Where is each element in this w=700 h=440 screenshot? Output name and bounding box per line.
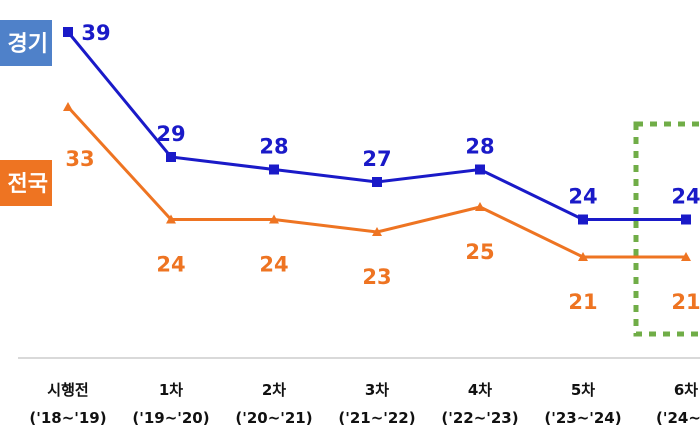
value-label-s1-2: 28 (259, 135, 288, 159)
category-period-1: ('19~'20) (132, 409, 209, 427)
data-point-s2-3 (372, 227, 382, 236)
series-tag-2 (0, 160, 52, 206)
data-point-s2-0 (63, 102, 73, 111)
data-point-s1-6 (681, 214, 691, 225)
value-label-s2-1: 24 (156, 253, 185, 277)
data-point-s1-3 (372, 177, 382, 187)
value-label-s2-6: 21 (671, 290, 700, 314)
data-point-s1-1 (166, 152, 176, 162)
value-label-s1-6: 24 (671, 185, 700, 209)
value-label-s2-0: 33 (65, 147, 94, 171)
data-point-s1-2 (269, 164, 279, 175)
category-period-3: ('21~'22) (338, 409, 415, 427)
data-point-s1-0 (63, 27, 73, 37)
category-label-6: 6차 (674, 381, 698, 399)
series-tag-label-2: 전국 (8, 172, 48, 197)
category-period-6: ('24~'2 (656, 409, 700, 427)
value-label-s2-4: 25 (465, 240, 494, 264)
value-label-s2-5: 21 (568, 290, 597, 314)
category-label-1: 1차 (159, 381, 183, 399)
data-point-s2-4 (475, 202, 485, 211)
category-label-2: 2차 (262, 381, 286, 399)
data-point-s2-1 (166, 214, 176, 224)
category-label-5: 5차 (571, 381, 595, 399)
category-period-4: ('22~'23) (441, 409, 518, 427)
data-point-s2-5 (578, 252, 588, 261)
data-point-s1-4 (475, 164, 485, 175)
value-label-s1-3: 27 (362, 147, 391, 171)
value-label-s1-5: 24 (568, 185, 597, 209)
value-label-s2-2: 24 (259, 253, 288, 277)
data-point-s1-5 (578, 214, 588, 225)
data-point-s2-2 (269, 214, 279, 224)
value-label-s1-1: 29 (156, 122, 185, 146)
category-label-3: 3차 (365, 381, 389, 399)
value-label-s1-0: 39 (81, 21, 110, 45)
category-period-2: ('20~'21) (235, 409, 312, 427)
category-label-0: 시행전 (47, 381, 88, 399)
series-tag-label-1: 경기 (8, 32, 48, 57)
value-label-s1-4: 28 (465, 135, 494, 159)
series-tag-1 (0, 20, 52, 66)
category-period-5: ('23~'24) (544, 409, 621, 427)
category-period-0: ('18~'19) (29, 409, 106, 427)
category-label-4: 4차 (468, 381, 492, 399)
data-point-s2-6 (681, 252, 691, 261)
value-label-s2-3: 23 (362, 265, 391, 289)
